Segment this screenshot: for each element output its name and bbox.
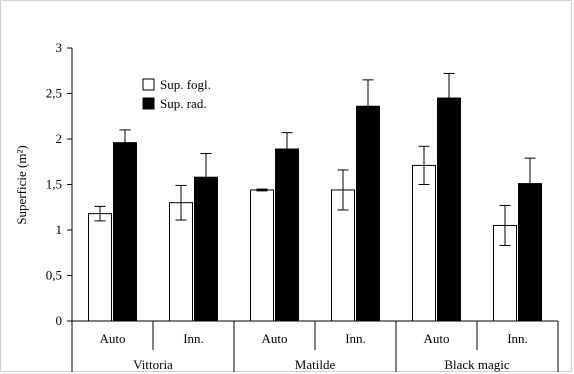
y-tick-label: 1,5 [46,177,62,192]
y-tick-label: 0 [56,313,63,328]
legend: Sup. fogl. Sup. rad. [142,77,211,111]
category-label: Auto [262,331,288,346]
legend-swatch [142,78,155,91]
bar-sup-rad [356,105,380,322]
bars-layer [88,72,542,322]
category-label: Auto [424,331,450,346]
bar-sup-rad [113,142,137,322]
bar-sup-fogl [250,189,274,322]
axes-layer: 0 0,5 1 1,5 2 2,5 3 Auto Inn. Auto Inn. Auto Inn. Vit… [46,40,559,372]
legend-label: Sup. fogl. [160,77,211,92]
category-label: Auto [100,331,126,346]
bar-sup-fogl [412,164,436,322]
category-label: Inn. [507,331,528,346]
y-tick-label: 1 [56,222,63,237]
y-tick-label: 3 [56,40,63,55]
bar-sup-fogl [88,213,112,322]
group-label: Vittoria [133,357,173,372]
legend-swatch [142,97,155,110]
bar-sup-rad [275,148,299,322]
group-label: Black magic [444,357,510,372]
category-label: Inn. [183,331,204,346]
y-tick-label: 2,5 [46,86,62,101]
y-tick-label: 2 [56,131,63,146]
bar-sup-rad [437,97,461,322]
legend-label: Sup. rad. [160,96,207,111]
category-label: Inn. [345,331,366,346]
group-label: Matilde [295,357,336,372]
y-tick-label: 0,5 [46,268,62,283]
y-axis-title: Superficie (m²) [14,145,29,224]
